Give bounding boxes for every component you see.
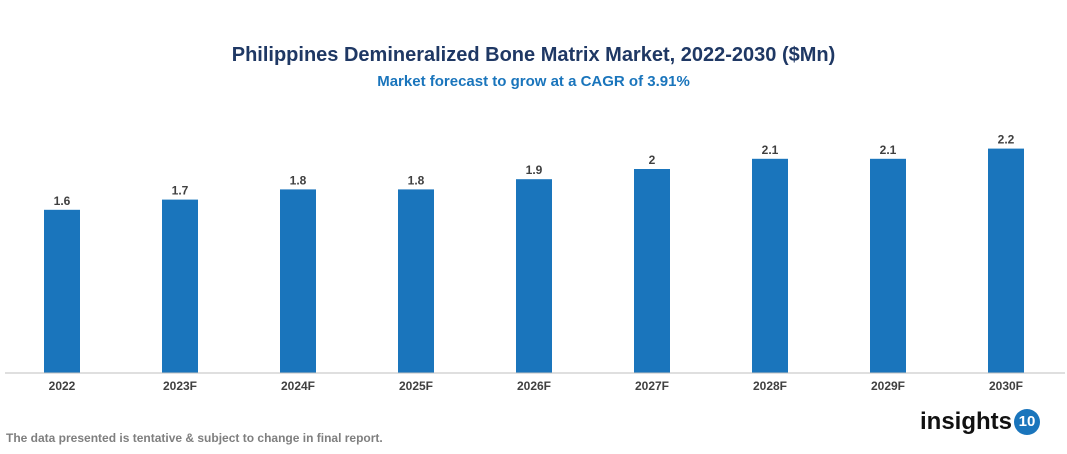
x-tick-label: 2027F — [635, 379, 669, 393]
insights10-logo: insights 10 — [920, 408, 1041, 436]
x-tick-label: 2023F — [163, 379, 197, 393]
data-label: 2.2 — [998, 133, 1015, 147]
data-label: 1.7 — [172, 184, 189, 198]
x-tick-label: 2030F — [989, 379, 1023, 393]
x-tick-label: 2029F — [871, 379, 905, 393]
data-label: 2 — [649, 153, 656, 167]
data-label: 2.1 — [880, 143, 897, 157]
chart-subtitle: Market forecast to grow at a CAGR of 3.9… — [377, 73, 690, 90]
bar-chart: 1.6 2022 1.7 2023F 1.8 2024F 1.8 2025F 1.9 2026F 2… — [5, 133, 1065, 393]
x-tick-label: 2025F — [399, 379, 433, 393]
bar-2029F — [870, 158, 906, 373]
disclaimer-note: The data presented is tentative & subjec… — [6, 431, 383, 445]
data-label: 1.8 — [290, 173, 307, 187]
logo-text: insights — [920, 408, 1013, 435]
x-tick-label: 2028F — [753, 379, 787, 393]
bar-2022 — [44, 209, 80, 373]
data-label: 1.8 — [408, 173, 425, 187]
bar-2030F — [988, 148, 1024, 373]
logo-number: 10 — [1014, 409, 1041, 435]
bar-2025F — [398, 189, 434, 373]
x-tick-label: 2024F — [281, 379, 315, 393]
bar-2028F — [752, 158, 788, 373]
bar-2026F — [516, 179, 552, 373]
bar-2023F — [162, 199, 198, 373]
x-tick-label: 2022 — [49, 379, 76, 393]
data-label: 1.6 — [54, 194, 71, 208]
bar-2027F — [634, 169, 670, 373]
data-label: 1.9 — [526, 163, 543, 177]
x-tick-label: 2026F — [517, 379, 551, 393]
bar-2024F — [280, 189, 316, 373]
data-label: 2.1 — [762, 143, 779, 157]
chart-title: Philippines Demineralized Bone Matrix Ma… — [231, 44, 836, 66]
